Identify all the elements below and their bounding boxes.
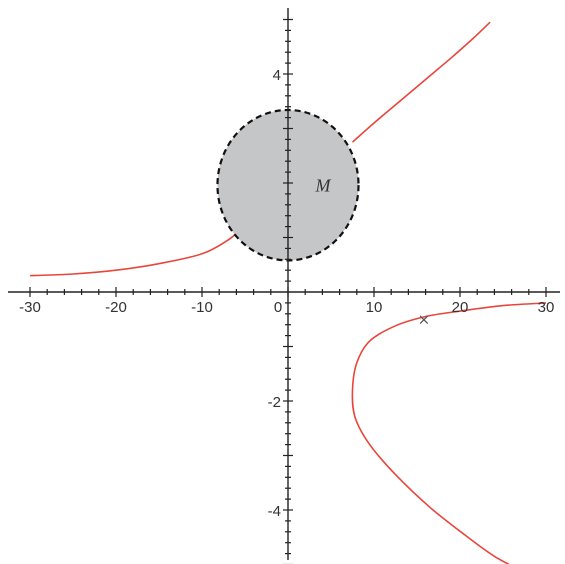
- y-tick-labels: -4 -2 4: [268, 67, 281, 520]
- y-tick-label: -4: [268, 503, 281, 520]
- y-tick-label: 4: [273, 67, 281, 84]
- curve-3: [351, 302, 547, 564]
- x-tick-label: -30: [19, 299, 41, 316]
- x-tick-label: -10: [191, 299, 213, 316]
- curve-2: [351, 21, 491, 143]
- x-tick-label: 10: [366, 299, 383, 316]
- x-tick-label: -20: [105, 299, 127, 316]
- region-label-m: M: [315, 176, 332, 196]
- x-tick-label: 20: [452, 299, 469, 316]
- curves-layer: [29, 21, 547, 564]
- x-tick-labels: -30 -20 -10 0 10 20 30: [19, 299, 554, 316]
- axes: -30 -20 -10 0 10 20 30 -4 -2 4: [8, 8, 560, 564]
- x-tick-label: 30: [538, 299, 555, 316]
- curve-1: [29, 228, 242, 277]
- marker-cross: ×: [418, 310, 431, 328]
- x-tick-label: 0: [274, 299, 282, 316]
- y-tick-label: -2: [268, 394, 281, 411]
- x-ticks: [29, 287, 547, 297]
- y-ticks: [283, 18, 293, 564]
